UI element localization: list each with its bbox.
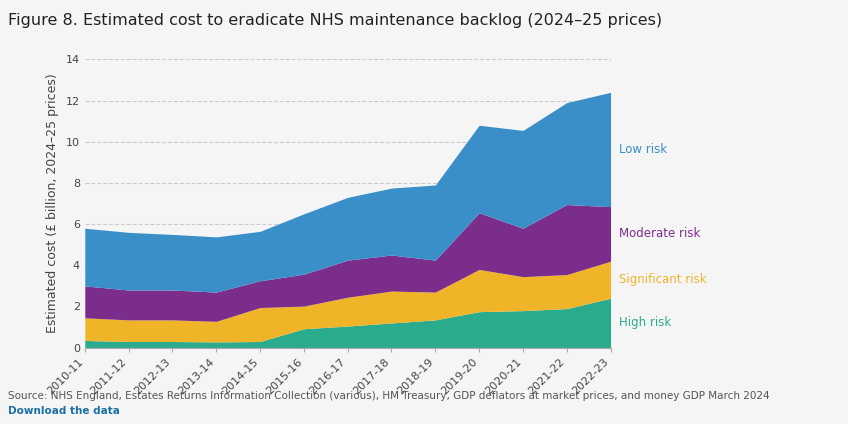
- Text: Figure 8. Estimated cost to eradicate NHS maintenance backlog (2024–25 prices): Figure 8. Estimated cost to eradicate NH…: [8, 13, 662, 28]
- Text: Significant risk: Significant risk: [619, 273, 706, 286]
- Text: Low risk: Low risk: [619, 143, 667, 156]
- Y-axis label: Estimated cost (£ billion, 2024–25 prices): Estimated cost (£ billion, 2024–25 price…: [46, 74, 59, 333]
- Text: High risk: High risk: [619, 316, 672, 329]
- Text: Moderate risk: Moderate risk: [619, 227, 700, 240]
- Text: Source: NHS England, Estates Returns Information Collection (various), HM Treasu: Source: NHS England, Estates Returns Inf…: [8, 391, 770, 401]
- Text: Download the data: Download the data: [8, 405, 120, 416]
